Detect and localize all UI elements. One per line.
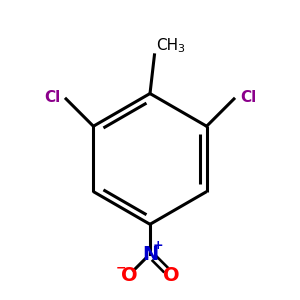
Text: Cl: Cl [44,90,60,105]
Text: 3: 3 [177,44,184,54]
Text: Cl: Cl [240,90,256,105]
Text: N: N [142,244,158,263]
Text: −: − [116,261,126,274]
Text: O: O [121,266,137,284]
Text: O: O [163,266,179,284]
Text: CH: CH [156,38,178,53]
Text: +: + [153,239,164,252]
